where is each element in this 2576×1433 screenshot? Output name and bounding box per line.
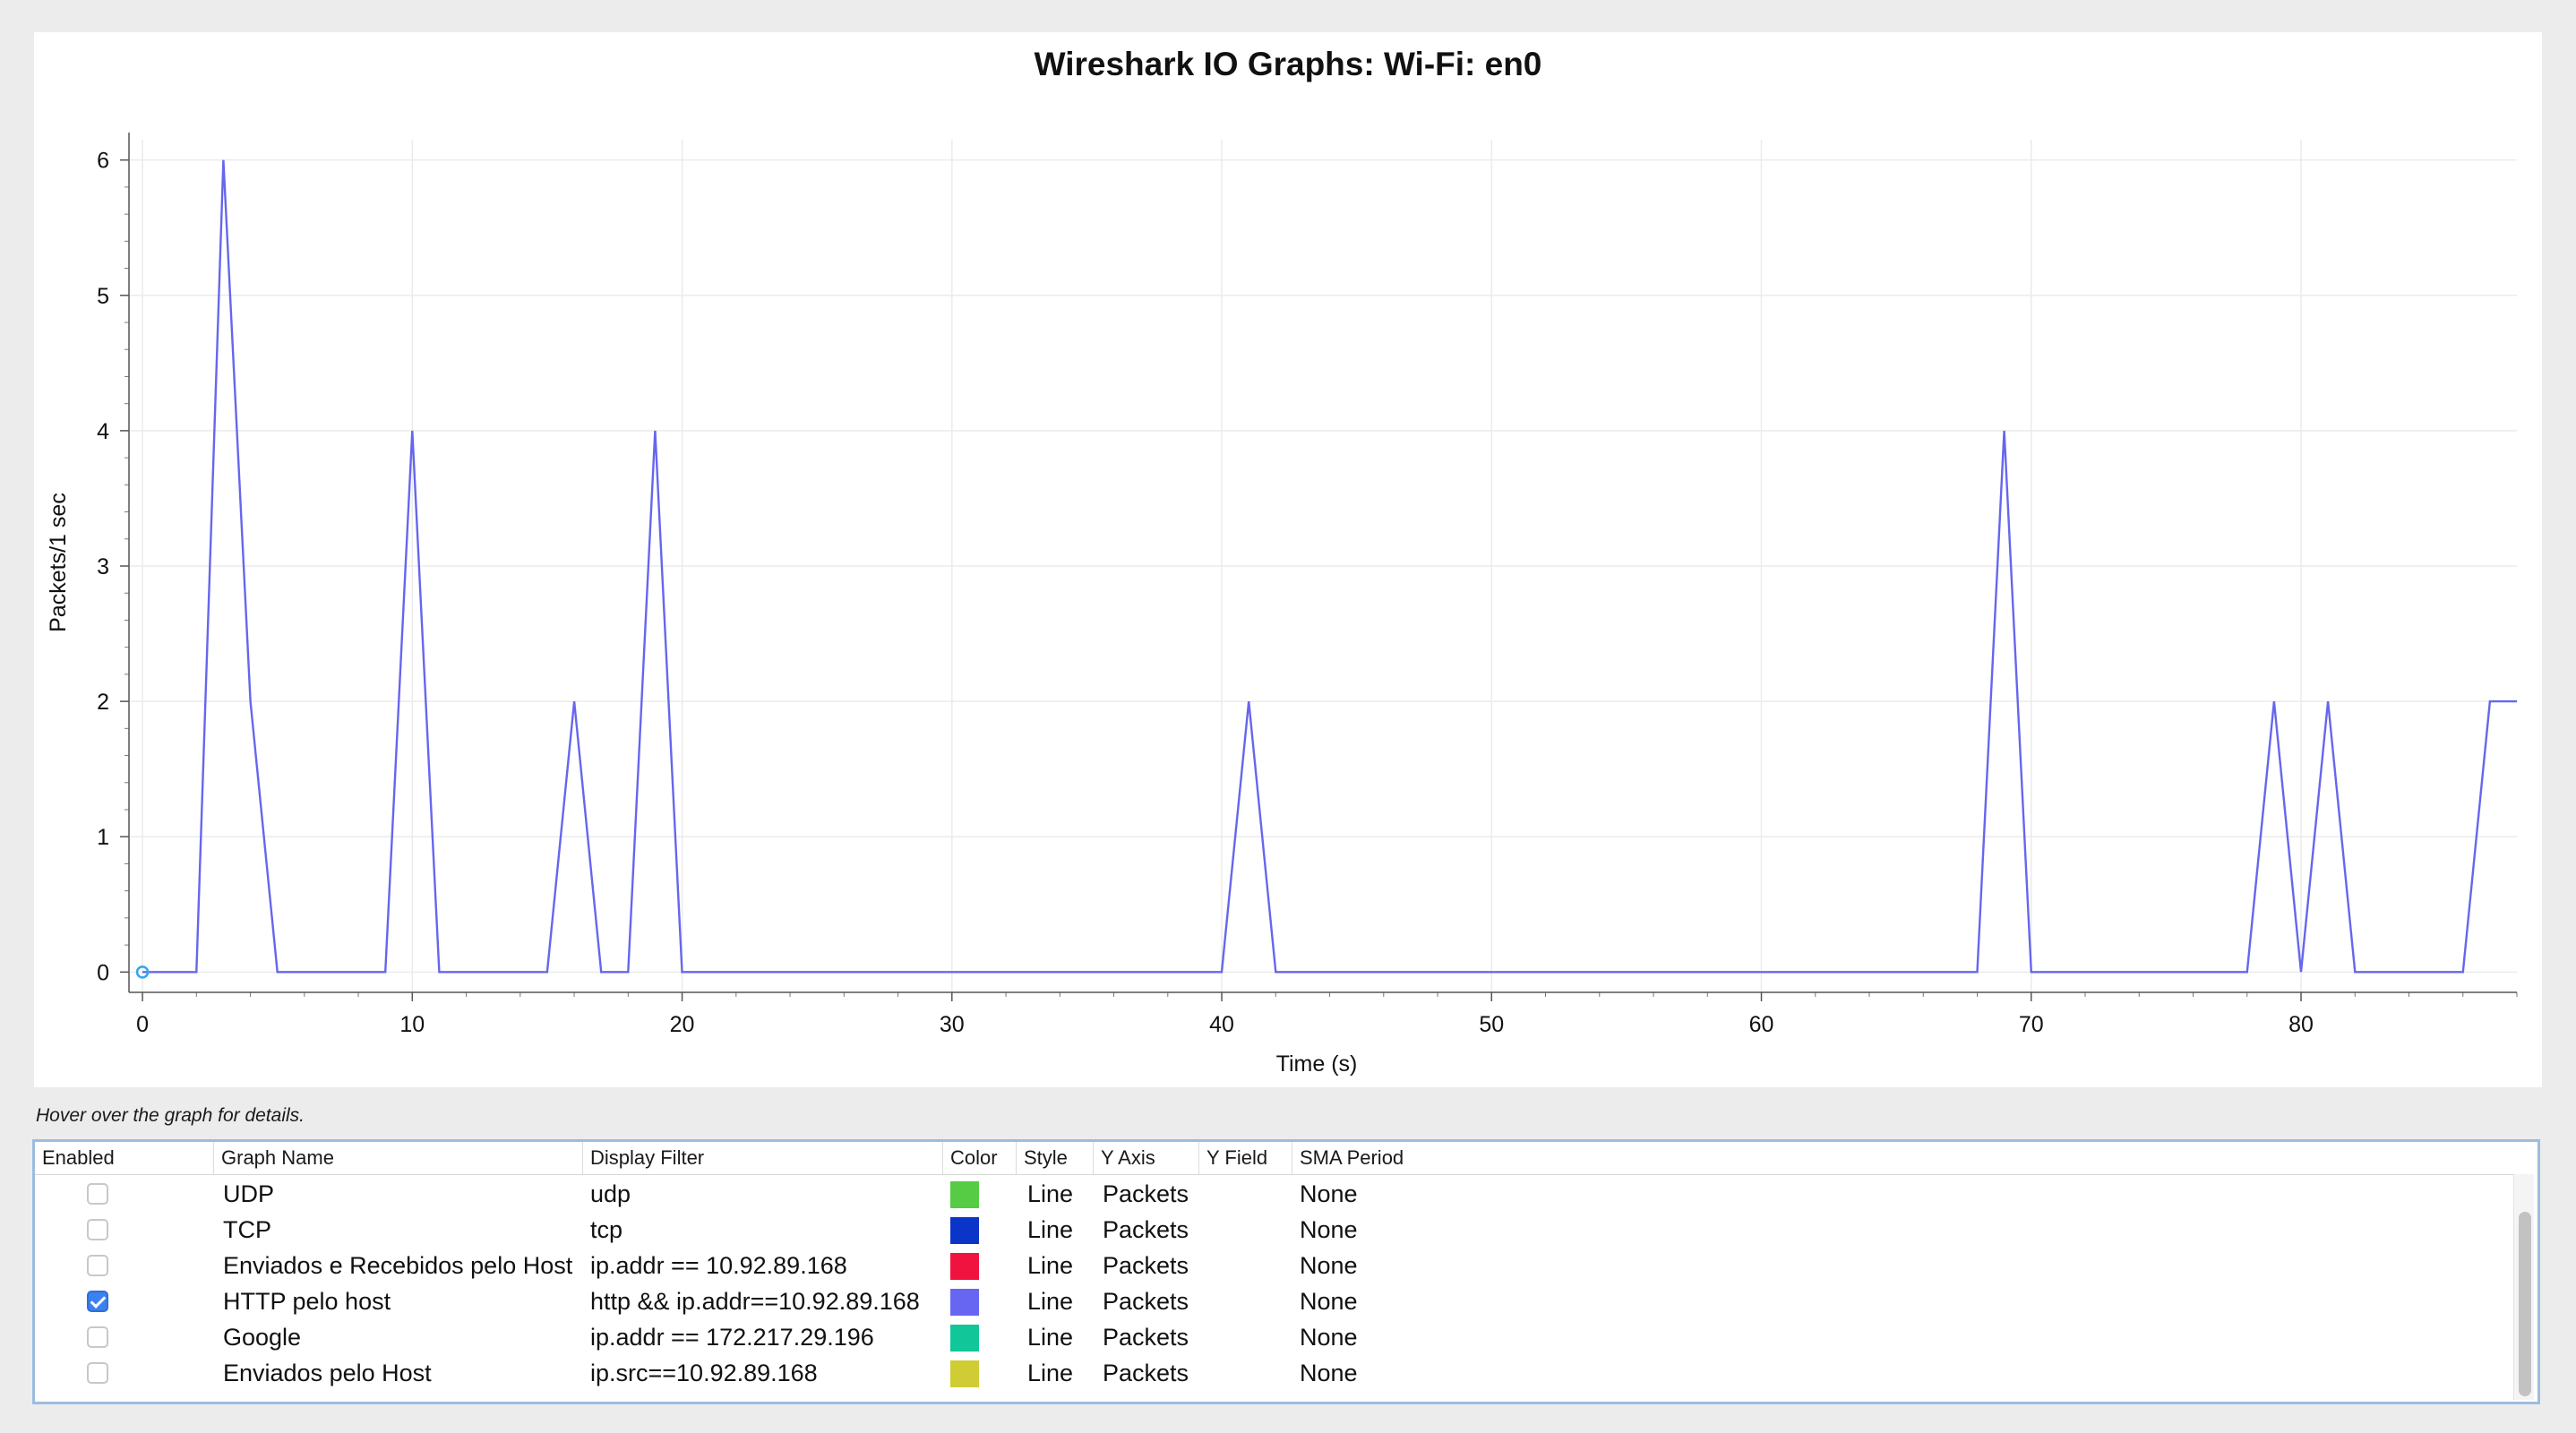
y-tick-label: 1 — [97, 825, 109, 850]
x-axis-label: Time (s) — [1276, 1051, 1358, 1077]
chart-title: Wireshark IO Graphs: Wi-Fi: en0 — [1035, 46, 1542, 82]
series-line[interactable] — [142, 159, 2517, 974]
enabled-checkbox[interactable] — [87, 1291, 108, 1312]
color-swatch[interactable] — [950, 1289, 979, 1316]
y-axis-cell[interactable]: Packets — [1103, 1252, 1189, 1279]
y-axis-cell[interactable]: Packets — [1103, 1180, 1189, 1207]
graph-name-cell[interactable]: UDP — [223, 1180, 275, 1207]
header-y-field[interactable]: Y Field — [1199, 1142, 1292, 1174]
style-cell[interactable]: Line — [1027, 1288, 1074, 1315]
x-tick-label: 40 — [1209, 1012, 1234, 1037]
x-tick-label: 10 — [399, 1012, 425, 1037]
table-header: Enabled Graph Name Display Filter Color … — [35, 1142, 2514, 1175]
style-cell[interactable]: Line — [1027, 1324, 1074, 1351]
header-style[interactable]: Style — [1017, 1142, 1094, 1174]
header-display-filter[interactable]: Display Filter — [583, 1142, 943, 1174]
enabled-checkbox[interactable] — [87, 1219, 108, 1240]
graph-name-cell[interactable]: TCP — [223, 1216, 271, 1243]
header-color[interactable]: Color — [943, 1142, 1017, 1174]
color-swatch[interactable] — [950, 1181, 979, 1208]
display-filter-cell[interactable]: ip.addr == 172.217.29.196 — [590, 1324, 874, 1351]
x-tick-label: 80 — [2288, 1012, 2314, 1037]
table-row[interactable]: HTTP pelo host http && ip.addr==10.92.89.… — [35, 1283, 2514, 1319]
graph-name-cell[interactable]: HTTP pelo host — [223, 1288, 391, 1315]
io-graph-plot-area[interactable]: Wireshark IO Graphs: Wi-Fi: en0 0 10 20 30 4… — [34, 32, 2542, 1087]
display-filter-cell[interactable]: tcp — [590, 1216, 623, 1243]
y-axis-cell[interactable]: Packets — [1103, 1288, 1189, 1315]
style-cell[interactable]: Line — [1027, 1360, 1074, 1386]
enabled-checkbox[interactable] — [87, 1183, 108, 1205]
header-sma-period[interactable]: SMA Period — [1300, 1146, 1404, 1169]
y-tick-label: 6 — [97, 149, 109, 174]
sma-period-cell[interactable]: None — [1300, 1216, 1358, 1243]
header-graph-name[interactable]: Graph Name — [214, 1142, 583, 1174]
enabled-checkbox[interactable] — [87, 1326, 108, 1348]
hover-hint: Hover over the graph for details. — [36, 1105, 305, 1126]
y-axis-label: Packets/1 sec — [46, 493, 71, 632]
x-tick-label: 0 — [136, 1012, 149, 1037]
color-swatch[interactable] — [950, 1217, 979, 1244]
color-swatch[interactable] — [950, 1325, 979, 1351]
y-tick-label: 4 — [97, 419, 109, 444]
io-graph-chart[interactable]: Wireshark IO Graphs: Wi-Fi: en0 0 10 20 30 4… — [34, 32, 2542, 1087]
y-axis-cell[interactable]: Packets — [1103, 1360, 1189, 1386]
x-tick-label: 20 — [670, 1012, 695, 1037]
color-swatch[interactable] — [950, 1253, 979, 1280]
y-tick-label: 5 — [97, 284, 109, 309]
sma-period-cell[interactable]: None — [1300, 1180, 1358, 1207]
graph-name-cell[interactable]: Enviados e Recebidos pelo Host — [223, 1252, 573, 1279]
style-cell[interactable]: Line — [1027, 1180, 1074, 1207]
display-filter-cell[interactable]: ip.src==10.92.89.168 — [590, 1360, 818, 1386]
y-axis-cell[interactable]: Packets — [1103, 1216, 1189, 1243]
x-tick-label: 50 — [1479, 1012, 1504, 1037]
y-tick-label: 0 — [97, 960, 109, 985]
graph-cursor-marker — [135, 965, 150, 979]
table-scrollbar[interactable] — [2513, 1174, 2534, 1400]
display-filter-cell[interactable]: udp — [590, 1180, 631, 1207]
table-scrollbar-thumb[interactable] — [2519, 1212, 2531, 1396]
graph-name-cell[interactable]: Enviados pelo Host — [223, 1360, 432, 1386]
style-cell[interactable]: Line — [1027, 1216, 1074, 1243]
x-tick-label: 30 — [940, 1012, 965, 1037]
display-filter-cell[interactable]: http && ip.addr==10.92.89.168 — [590, 1288, 920, 1315]
y-tick-label: 3 — [97, 554, 109, 579]
table-row[interactable]: TCP tcp Line Packets None — [35, 1212, 2514, 1248]
enabled-checkbox[interactable] — [87, 1362, 108, 1384]
sma-period-cell[interactable]: None — [1300, 1324, 1358, 1351]
x-tick-label: 70 — [2019, 1012, 2044, 1037]
header-y-axis[interactable]: Y Axis — [1094, 1142, 1199, 1174]
x-tick-label: 60 — [1749, 1012, 1774, 1037]
graph-name-cell[interactable]: Google — [223, 1324, 302, 1351]
style-cell[interactable]: Line — [1027, 1252, 1074, 1279]
display-filter-cell[interactable]: ip.addr == 10.92.89.168 — [590, 1252, 847, 1279]
sma-period-cell[interactable]: None — [1300, 1252, 1358, 1279]
color-swatch[interactable] — [950, 1360, 979, 1387]
header-enabled[interactable]: Enabled — [35, 1142, 214, 1174]
y-tick-label: 2 — [97, 690, 109, 715]
enabled-checkbox[interactable] — [87, 1255, 108, 1276]
sma-period-cell[interactable]: None — [1300, 1360, 1358, 1386]
table-row[interactable]: Enviados e Recebidos pelo Host ip.addr ==… — [35, 1248, 2514, 1283]
table-row[interactable]: Google ip.addr == 172.217.29.196 Line Packe… — [35, 1319, 2514, 1355]
table-row[interactable]: UDP udp Line Packets None — [35, 1176, 2514, 1212]
graphs-table[interactable]: Enabled Graph Name Display Filter Color … — [32, 1139, 2540, 1404]
table-row[interactable]: Enviados pelo Host ip.src==10.92.89.168 Li… — [35, 1355, 2514, 1391]
sma-period-cell[interactable]: None — [1300, 1288, 1358, 1315]
y-axis-cell[interactable]: Packets — [1103, 1324, 1189, 1351]
